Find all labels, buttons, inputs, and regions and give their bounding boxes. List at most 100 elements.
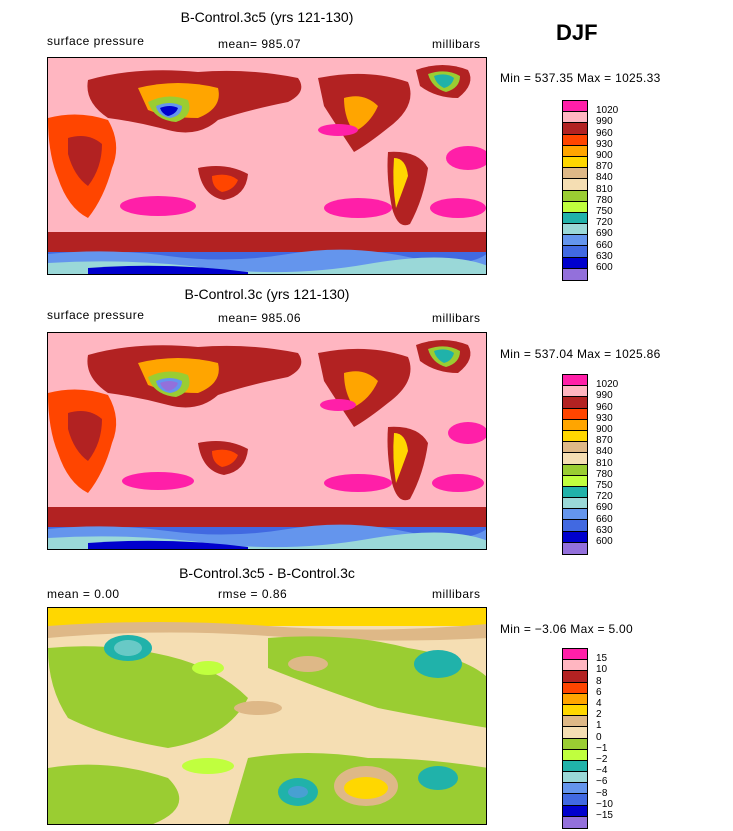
colorbar-level-label: 990: [596, 390, 613, 402]
colorbar-level-label: 750: [596, 206, 613, 217]
colorbar-swatch: [563, 660, 587, 672]
panel-1-colorbar: 1020 990 960 930 900 870 840 810 780 750 720 690 660…: [562, 100, 618, 281]
colorbar-swatch: [563, 408, 587, 420]
colorbar-swatch: [563, 716, 587, 728]
colorbar-level-label: 900: [596, 424, 613, 435]
colorbar-swatch: [563, 475, 587, 487]
season-label: DJF: [556, 20, 598, 45]
colorbar-level-label: 1020: [596, 379, 619, 391]
colorbar-level-label: 810: [596, 457, 613, 469]
colorbar-swatch: [563, 268, 587, 280]
colorbar-level-label: 870: [596, 161, 613, 173]
colorbar-level-label: −8: [596, 787, 608, 799]
colorbar-level-label: 720: [596, 491, 613, 503]
colorbar-swatch: [563, 134, 587, 146]
panel-2-units: millibars: [432, 311, 481, 325]
panel-2-title: B-Control.3c (yrs 121-130): [184, 286, 350, 302]
colorbar-level-label: 960: [596, 401, 613, 413]
colorbar-level-label: 660: [596, 513, 613, 525]
colorbar-swatch: [563, 520, 587, 532]
panel-2-variable: surface pressure: [47, 308, 145, 322]
colorbar-swatch: [563, 649, 587, 661]
colorbar-level-label: 780: [596, 194, 613, 206]
colorbar-level-label: −2: [596, 754, 608, 765]
panel-1-variable: surface pressure: [47, 34, 145, 48]
panel-3-title: B-Control.3c5 - B-Control.3c: [179, 565, 355, 581]
colorbar-level-label: 690: [596, 228, 613, 240]
colorbar-swatch: [563, 783, 587, 795]
colorbar-swatch: [563, 682, 587, 694]
colorbar-level-label: −15: [596, 810, 613, 821]
colorbar-swatch: [563, 397, 587, 409]
panel-3-mean: mean = 0.00: [47, 587, 120, 601]
colorbar-swatch: [563, 486, 587, 499]
colorbar-swatch: [563, 453, 587, 465]
colorbar-level-label: 6: [596, 686, 602, 698]
colorbar-swatch: [563, 509, 587, 521]
panel-1-map: [47, 57, 487, 275]
colorbar-swatch: [563, 671, 587, 683]
colorbar-swatch: [563, 419, 587, 431]
panel-3-rmse: rmse = 0.86: [218, 587, 288, 601]
colorbar-level-label: 930: [596, 412, 613, 424]
colorbar-level-label: −1: [596, 742, 608, 754]
colorbar-level-label: 780: [596, 468, 613, 480]
colorbar-swatch: [563, 704, 587, 717]
panel-2-mean: mean= 985.06: [218, 311, 302, 325]
colorbar-swatch: [563, 112, 587, 124]
colorbar-level-label: 630: [596, 524, 613, 536]
colorbar-level-label: 600: [596, 262, 613, 273]
colorbar-swatch: [563, 224, 587, 236]
colorbar-swatch: [563, 542, 587, 554]
panel-2-colorbar: 1020 990 960 930 900 870 840 810 780 750 720 690 660…: [562, 374, 618, 555]
colorbar-swatch: [563, 772, 587, 784]
colorbar-level-label: 8: [596, 675, 602, 687]
panel-3-minmax: Min = −3.06 Max = 5.00: [500, 622, 634, 636]
colorbar-swatch: [563, 693, 587, 705]
colorbar-swatch: [563, 168, 587, 180]
colorbar-swatch: [563, 246, 587, 258]
colorbar-swatch: [563, 156, 587, 169]
colorbar-swatch: [563, 464, 587, 476]
colorbar-swatch: [563, 145, 587, 157]
colorbar-level-label: −4: [596, 765, 608, 777]
colorbar-level-label: 690: [596, 502, 613, 514]
colorbar-level-label: 840: [596, 172, 613, 184]
colorbar-swatch: [563, 760, 587, 773]
colorbar-swatch: [563, 375, 587, 387]
colorbar-swatch: [563, 430, 587, 443]
colorbar-swatch: [563, 816, 587, 828]
colorbar-level-label: 960: [596, 127, 613, 139]
colorbar-swatch: [563, 179, 587, 191]
panel-3-map: [47, 607, 487, 825]
colorbar-swatch: [563, 201, 587, 213]
colorbar-level-label: 15: [596, 653, 608, 665]
colorbar-level-label: 2: [596, 709, 602, 721]
colorbar-level-label: 630: [596, 250, 613, 262]
colorbar-swatch: [563, 738, 587, 750]
colorbar-swatch: [563, 498, 587, 510]
colorbar-swatch: [563, 386, 587, 398]
colorbar-level-label: −10: [596, 798, 613, 810]
colorbar-level-label: 990: [596, 116, 613, 128]
colorbar-swatch: [563, 190, 587, 202]
colorbar-level-label: 900: [596, 150, 613, 161]
colorbar-swatch: [563, 101, 587, 113]
colorbar-swatch: [563, 123, 587, 135]
colorbar-swatch: [563, 749, 587, 761]
panel-3-colorbar: 15 10 8 6 4 2 1 0 −1 −2 −4 −6 −8 −10 −15: [562, 648, 613, 829]
colorbar-level-label: 10: [596, 664, 608, 676]
panel-1-mean: mean= 985.07: [218, 37, 302, 51]
colorbar-level-label: 720: [596, 217, 613, 229]
colorbar-swatch: [563, 531, 587, 543]
colorbar-level-label: 0: [596, 731, 602, 743]
colorbar-level-label: 840: [596, 446, 613, 458]
colorbar-swatch: [563, 257, 587, 269]
panel-1-minmax: Min = 537.35 Max = 1025.33: [500, 71, 661, 85]
colorbar-level-label: 750: [596, 480, 613, 491]
colorbar-level-label: 1020: [596, 105, 619, 117]
colorbar-swatch: [563, 442, 587, 454]
panel-2-minmax: Min = 537.04 Max = 1025.86: [500, 347, 661, 361]
colorbar-level-label: 870: [596, 435, 613, 447]
colorbar-level-label: 4: [596, 698, 602, 709]
